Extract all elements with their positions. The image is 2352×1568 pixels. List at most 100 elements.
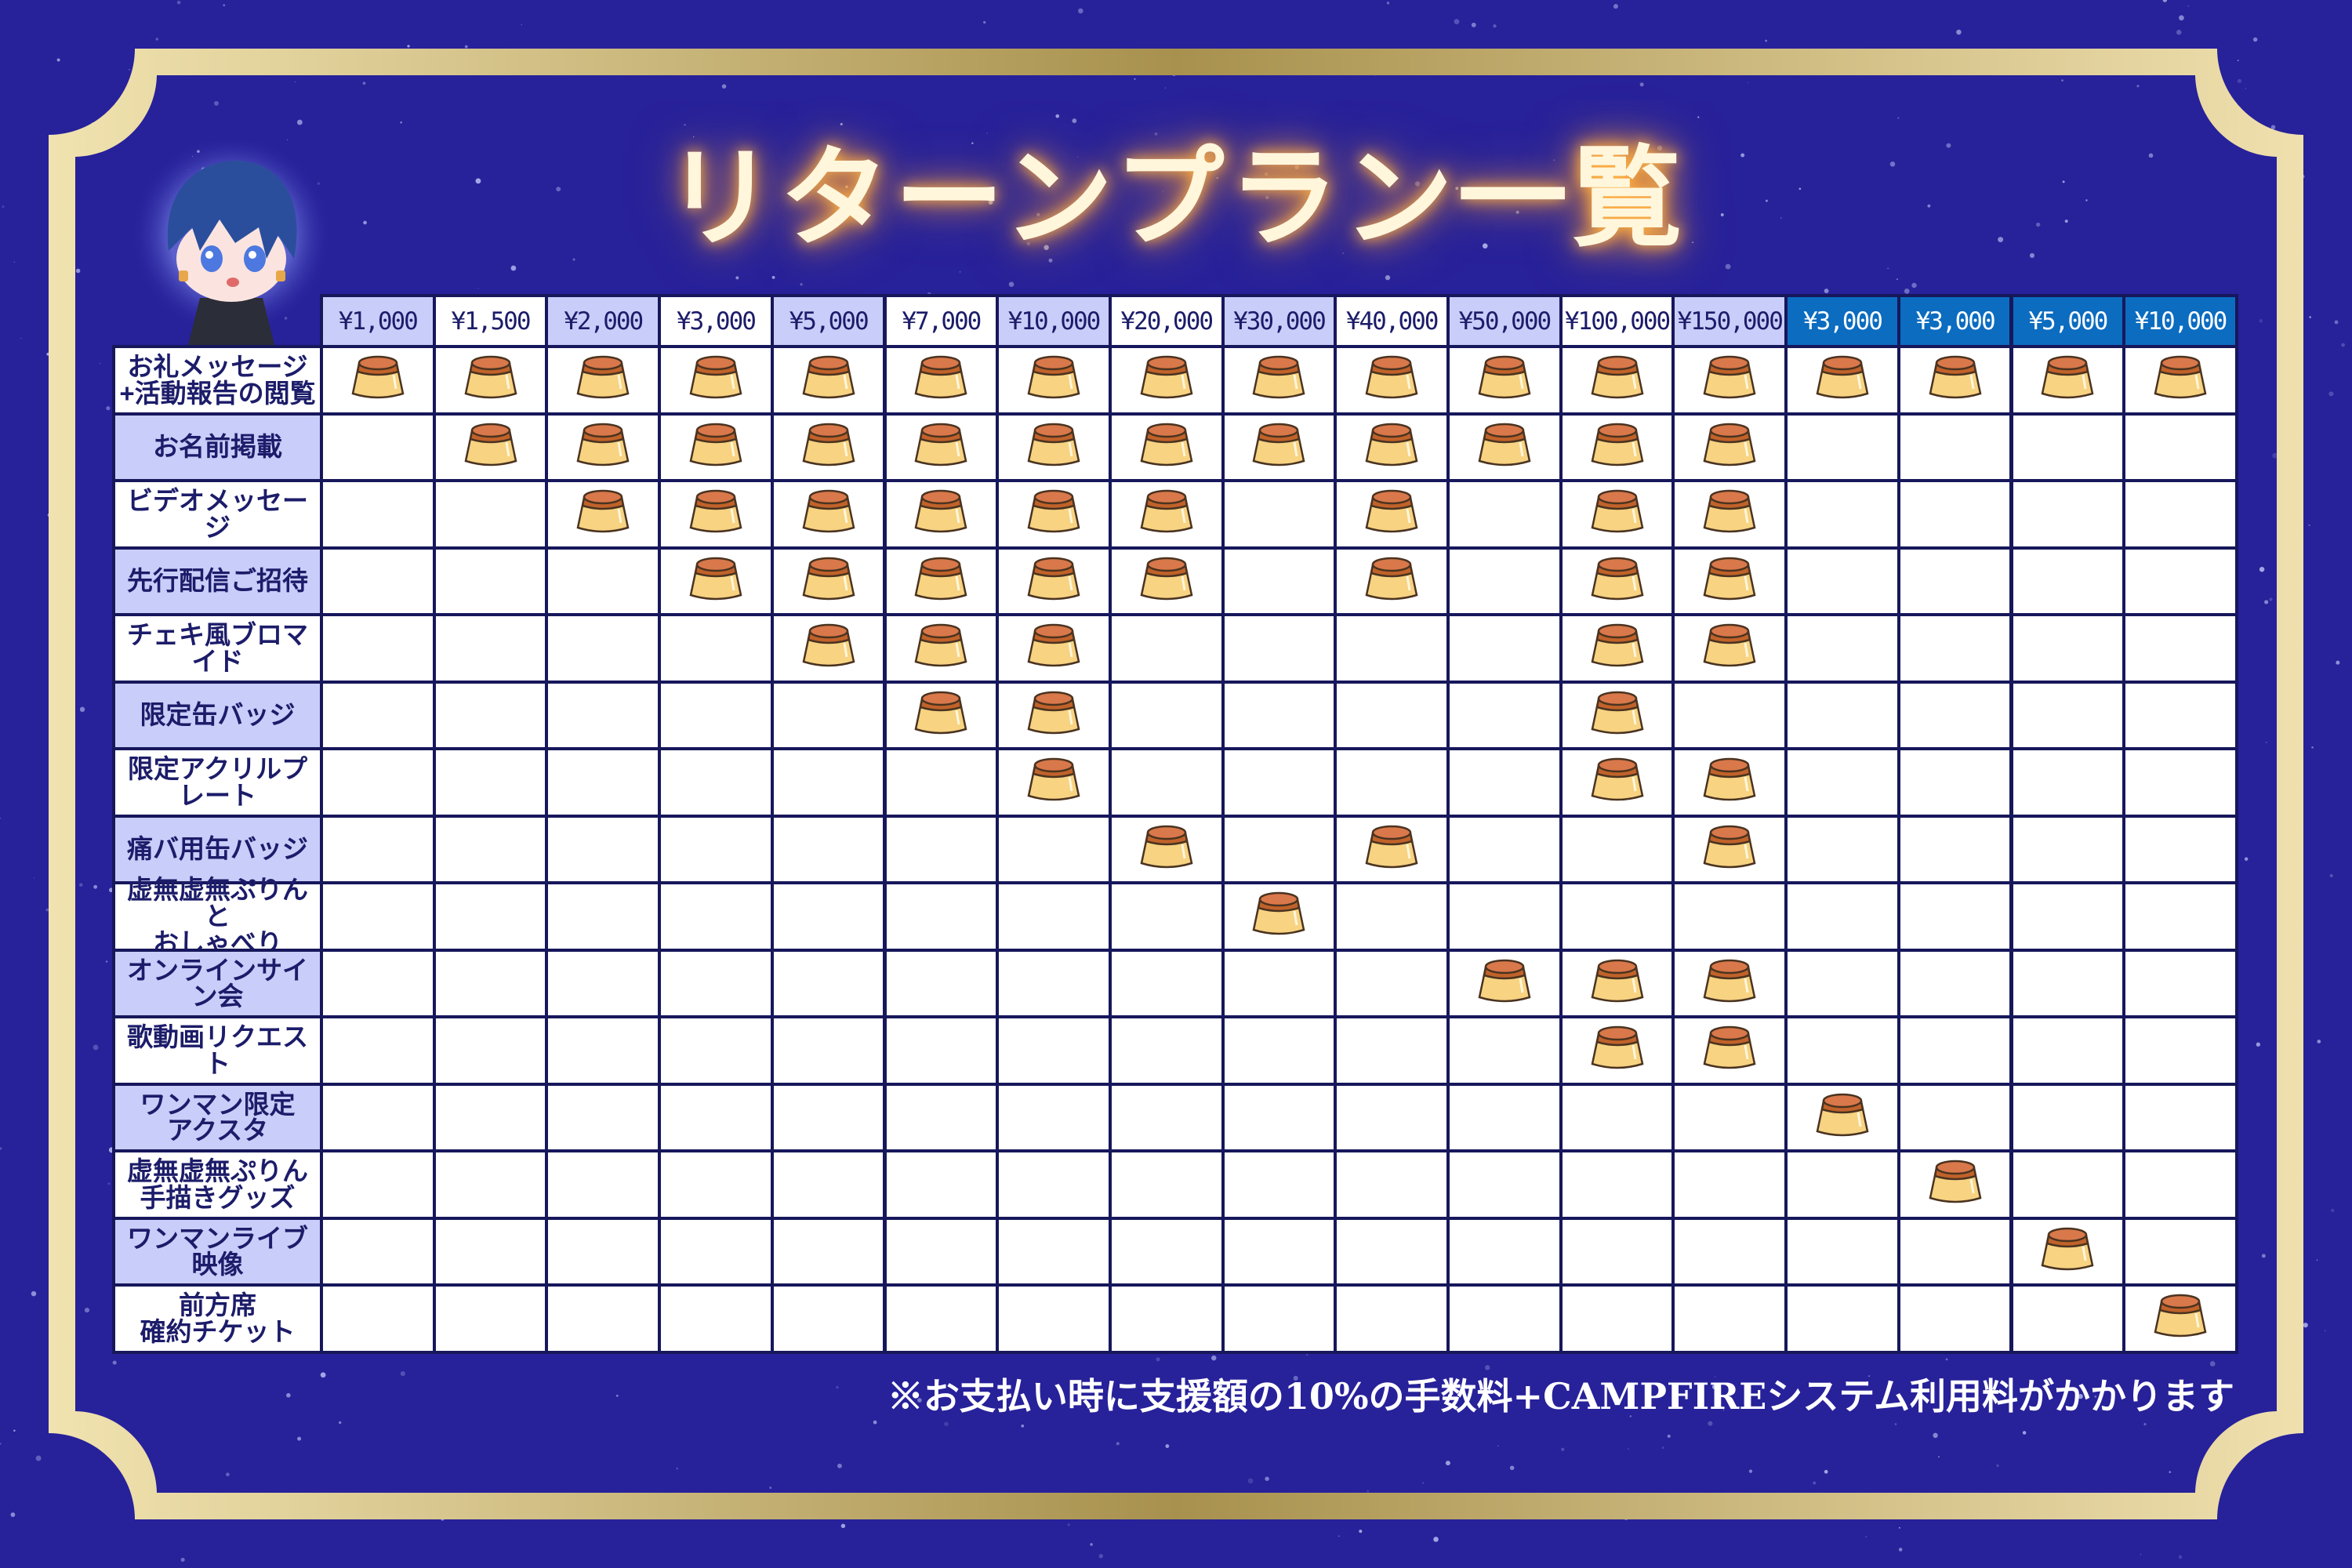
pudding-icon <box>1137 487 1196 541</box>
star-dot <box>1422 1482 1425 1484</box>
table-cell <box>770 412 887 482</box>
star-dot <box>2136 85 2140 88</box>
row-label-return-item: 虚無虚無ぷりんと おしゃべり <box>112 877 323 956</box>
star-dot <box>1036 212 1040 216</box>
pudding-icon <box>1700 487 1759 541</box>
star-dot <box>1216 177 1218 179</box>
star-dot <box>2022 1431 2027 1435</box>
star-dot <box>2187 5 2189 7</box>
table-cell <box>2009 747 2126 818</box>
star-dot <box>1026 241 1030 245</box>
table-cell <box>1784 345 1900 416</box>
pudding-icon <box>911 420 971 474</box>
table-cell <box>545 1149 662 1220</box>
table-cell <box>432 345 549 416</box>
column-header-price: ¥150,000 <box>1671 294 1788 348</box>
table-cell <box>1221 814 1338 884</box>
pudding-icon <box>1024 621 1083 675</box>
table-cell <box>432 613 549 684</box>
table-cell <box>1446 613 1563 684</box>
pudding-icon <box>1024 353 1083 407</box>
table-cell <box>1896 747 2013 818</box>
pudding-icon <box>1137 353 1196 407</box>
table-cell <box>1784 747 1900 818</box>
pudding-icon <box>799 621 858 675</box>
table-cell <box>1896 345 2013 416</box>
pudding-icon <box>1926 1157 1985 1211</box>
star-dot <box>800 283 803 286</box>
table-cell <box>1446 546 1563 616</box>
pudding-icon <box>2038 1225 2097 1279</box>
table-cell <box>545 1216 662 1287</box>
star-dot <box>986 132 988 134</box>
table-cell <box>1671 613 1788 684</box>
table-cell <box>432 1216 549 1287</box>
table-cell <box>1896 1283 2013 1354</box>
pudding-icon <box>911 554 971 608</box>
table-cell <box>1108 1149 1225 1220</box>
pudding-icon <box>799 420 858 474</box>
pudding-icon <box>911 353 971 407</box>
table-cell <box>1896 479 2013 550</box>
star-dot <box>2269 597 2273 601</box>
column-header-price: ¥10,000 <box>2122 294 2238 348</box>
row-label-return-item: オンラインサイン会 <box>112 948 323 1018</box>
pudding-icon <box>1475 353 1534 407</box>
star-dot <box>2078 1393 2083 1399</box>
star-dot <box>13 1429 16 1432</box>
star-dot <box>959 270 961 273</box>
table-cell <box>1108 814 1225 884</box>
star-dot <box>983 20 986 24</box>
star-dot <box>1692 241 1694 244</box>
star-dot <box>106 406 111 411</box>
pudding-icon <box>686 353 746 407</box>
table-cell <box>1559 1283 1675 1354</box>
table-cell <box>1446 1015 1563 1086</box>
table-cell <box>1559 1149 1675 1220</box>
table-cell <box>770 948 887 1018</box>
table-cell <box>770 1216 887 1287</box>
table-cell <box>996 1015 1112 1086</box>
table-cell <box>1334 1082 1450 1152</box>
star-dot <box>2309 316 2311 318</box>
star-dot <box>0 1147 2 1150</box>
table-cell <box>996 546 1112 616</box>
pudding-icon <box>1362 353 1421 407</box>
table-cell <box>432 1149 549 1220</box>
column-header-price: ¥10,000 <box>996 294 1112 348</box>
star-dot <box>1868 1375 1870 1377</box>
star-dot <box>2029 252 2035 258</box>
star-dot <box>1154 132 1158 136</box>
table-cell <box>1221 1149 1338 1220</box>
column-header-price: ¥30,000 <box>1221 294 1338 348</box>
column-header-price: ¥1,500 <box>432 294 549 348</box>
table-cell <box>1446 412 1563 482</box>
star-dot <box>1667 1434 1671 1438</box>
table-cell <box>1671 1283 1788 1354</box>
pudding-icon <box>573 353 633 407</box>
pudding-icon <box>799 353 858 407</box>
star-dot <box>684 123 686 126</box>
star-dot <box>1904 288 1910 294</box>
star-dot <box>2064 220 2068 223</box>
star-dot <box>2237 78 2242 83</box>
star-dot <box>31 1290 37 1297</box>
pudding-icon <box>911 688 971 742</box>
pudding-icon <box>1813 1091 1872 1145</box>
pudding-icon <box>1700 1023 1759 1077</box>
star-dot <box>2061 79 2063 82</box>
star-dot <box>1196 191 1198 193</box>
table-cell <box>1446 345 1563 416</box>
table-cell <box>432 412 549 482</box>
star-dot <box>2245 88 2247 89</box>
table-cell <box>1108 479 1225 550</box>
table-cell <box>1896 881 2013 952</box>
star-dot <box>2179 15 2184 21</box>
table-cell <box>883 1216 1000 1287</box>
table-cell <box>1671 345 1788 416</box>
table-cell <box>770 613 887 684</box>
table-cell <box>1559 1216 1675 1287</box>
star-dot <box>1628 1406 1631 1409</box>
table-cell <box>1221 479 1338 550</box>
star-dot <box>2265 742 2267 743</box>
